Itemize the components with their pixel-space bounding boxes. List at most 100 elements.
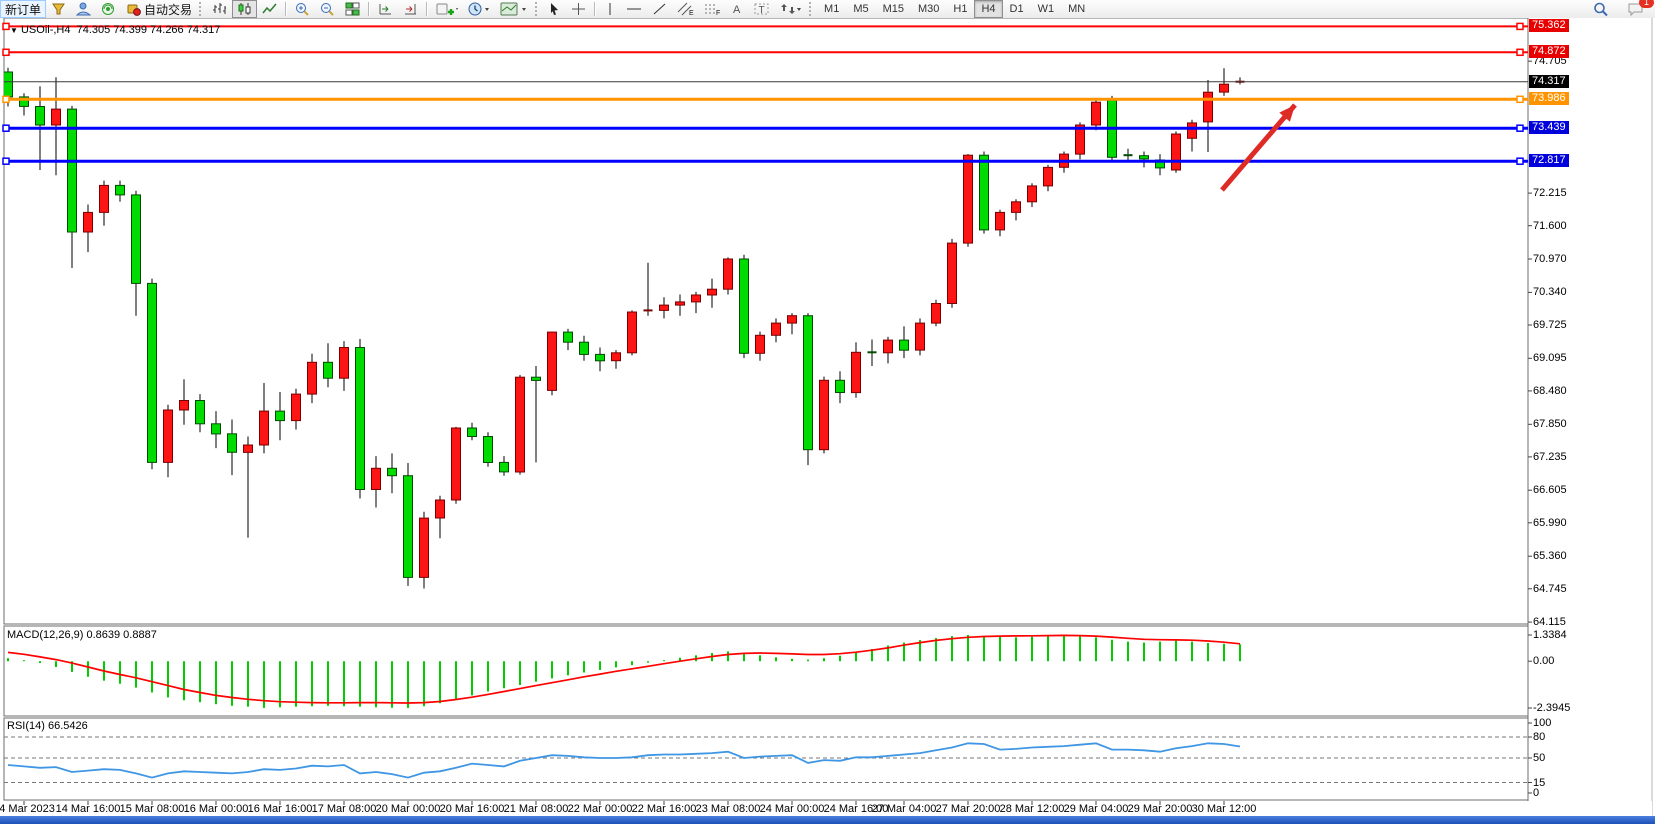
main-toolbar: 新订单 自动交易 [0,0,1655,19]
svg-text:F: F [716,10,720,16]
line-chart-button[interactable] [257,0,282,18]
bull-candle [755,334,765,354]
chart-shift-button[interactable] [398,0,423,18]
signals-icon[interactable] [96,0,121,18]
date-axis-label: 29 Mar 04:00 [1063,803,1129,815]
timeframe-button-mn[interactable]: MN [1068,3,1086,15]
price-axis-tick: 71.600 [1533,220,1567,232]
bear-candle [323,361,333,379]
market-watch-icon[interactable] [71,0,96,18]
candlestick-chart-button[interactable] [232,0,258,18]
line-handle[interactable] [1516,22,1524,31]
line-handle[interactable] [2,22,10,31]
bull-candle [51,108,61,126]
macd-axis-tick: 0.00 [1533,655,1555,667]
timeframe-button-w1[interactable]: W1 [1037,3,1055,15]
bear-candle [899,339,909,351]
bull-candle [259,410,269,446]
arrow-annotation-head[interactable] [1279,105,1295,122]
new-order-button[interactable]: 新订单 [0,0,47,18]
date-axis-label: 23 Mar 08:00 [695,803,761,815]
price-axis-tick: 66.605 [1533,484,1567,496]
bull-candle [1075,124,1085,155]
date-axis-label: 24 Mar 00:00 [759,803,825,815]
fibonacci-tool[interactable]: F [699,0,726,18]
svg-text:E: E [689,10,694,16]
date-axis-label: 27 Mar 20:00 [935,803,1001,815]
timeframe-button-m15[interactable]: M15 [882,3,904,15]
chat-icon[interactable]: 1 [1622,0,1654,18]
bull-candle [691,294,701,303]
trendline-tool[interactable] [647,0,672,18]
timeframe-button-m1[interactable]: M1 [824,3,840,15]
search-icon[interactable] [1588,0,1614,18]
timeframe-button-m30[interactable]: M30 [918,3,940,15]
bull-candle [83,211,93,233]
symbol-dropdown-icon[interactable]: ▼ [10,26,18,35]
autotrade-label: 自动交易 [144,2,193,17]
line-handle[interactable] [2,95,10,104]
bull-candle [179,400,189,411]
bear-candle [227,433,237,453]
tile-windows-button[interactable] [340,0,365,18]
timeframe-button-m5[interactable]: M5 [853,3,869,15]
rsi-axis-tick: 80 [1533,731,1546,743]
timeframe-button-h4[interactable]: H4 [974,0,1003,18]
toolbar-separator [368,2,371,16]
macd-axis-tick: -2.3945 [1533,702,1571,714]
symbol-name: USOil-,H4 [20,24,71,36]
bull-candle [291,393,301,422]
zoom-out-button[interactable] [315,0,340,18]
timeframe-button-h1[interactable]: H1 [953,3,968,15]
bar-chart-button[interactable] [207,0,232,18]
market-depth-icon[interactable] [46,0,71,18]
bear-candle [979,154,989,231]
bull-candle [1203,91,1213,123]
zoom-in-button[interactable] [290,0,315,18]
price-axis-tick: 67.850 [1533,418,1567,430]
line-handle[interactable] [2,48,10,57]
auto-scroll-button[interactable] [373,0,398,18]
price-label-badge: 75.362 [1529,19,1569,32]
rsi-axis-tick: 0 [1533,787,1540,799]
macd-indicator-label: MACD(12,26,9) 0.8639 0.8887 [7,629,157,641]
timeframe-button-d1[interactable]: D1 [1009,3,1024,15]
line-handle[interactable] [2,157,10,165]
text-tool[interactable]: A [726,0,749,18]
bull-candle [99,184,109,213]
bull-candle [675,301,685,306]
bull-candle [435,499,445,519]
line-handle[interactable] [1516,157,1524,165]
autotrade-button[interactable]: 自动交易 [121,0,197,18]
vertical-line-tool[interactable] [599,0,621,18]
price-axis-tick: 65.990 [1533,517,1567,529]
text-label-tool[interactable]: T [749,0,775,18]
bear-candle [67,108,77,233]
bull-candle [931,303,941,324]
chat-badge: 1 [1639,0,1654,8]
line-handle[interactable] [1516,48,1524,57]
bear-candle [147,282,157,463]
date-axis-label: 22 Mar 00:00 [567,803,633,815]
arrow-annotation-shaft[interactable] [1220,103,1297,192]
date-axis-background [4,801,1652,816]
bull-candle [611,352,621,362]
bull-candle [339,347,349,379]
line-handle[interactable] [1516,124,1524,132]
templates-button[interactable] [495,0,533,18]
bull-candle [627,311,637,354]
arrows-tool[interactable] [775,0,807,18]
rsi-line [7,742,1241,779]
bull-candle [451,427,461,501]
line-handle[interactable] [1516,95,1524,104]
periods-button[interactable] [463,0,495,18]
line-handle[interactable] [2,124,10,132]
equidistant-channel-tool[interactable]: E [672,0,699,18]
bull-candle [659,304,669,311]
add-indicator-button[interactable] [431,0,463,18]
horizontal-line-tool[interactable] [621,0,647,18]
cursor-tool[interactable] [543,0,566,18]
bull-candle [1171,133,1181,171]
crosshair-tool[interactable] [566,0,591,18]
